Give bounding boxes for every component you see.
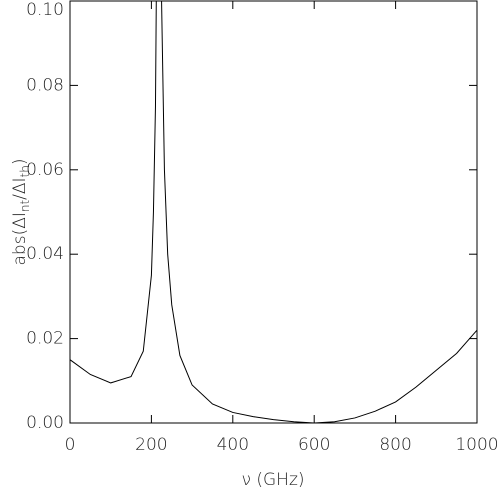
x-tick-label: 200 — [135, 435, 167, 455]
y-tick-label: 0.00 — [26, 413, 64, 433]
y-tick-label: 0.02 — [26, 329, 64, 349]
x-axis-label: ν (GHz) — [241, 470, 304, 490]
y-tick-label: 0.06 — [26, 160, 64, 180]
y-tick-label: 0.08 — [26, 75, 64, 95]
plot-frame — [69, 0, 478, 424]
y-axis-label: abs(ΔInt/ΔIth) — [10, 159, 32, 266]
x-tick-label: 0 — [65, 435, 76, 455]
y-label-part: /ΔI — [10, 177, 30, 199]
y-label-part: abs(ΔI — [10, 212, 30, 265]
y-tick-label: 0.10 — [26, 0, 64, 20]
x-tick-label: 600 — [298, 435, 330, 455]
x-tick-label: 400 — [217, 435, 249, 455]
x-tick-label: 1000 — [455, 435, 497, 455]
y-label-sub: th — [18, 165, 32, 177]
y-label-part: ) — [10, 159, 30, 166]
line-series — [70, 1, 477, 423]
x-tick-label: 800 — [379, 435, 411, 455]
y-tick-label: 0.04 — [26, 244, 64, 264]
y-label-sub: nt — [18, 200, 32, 213]
